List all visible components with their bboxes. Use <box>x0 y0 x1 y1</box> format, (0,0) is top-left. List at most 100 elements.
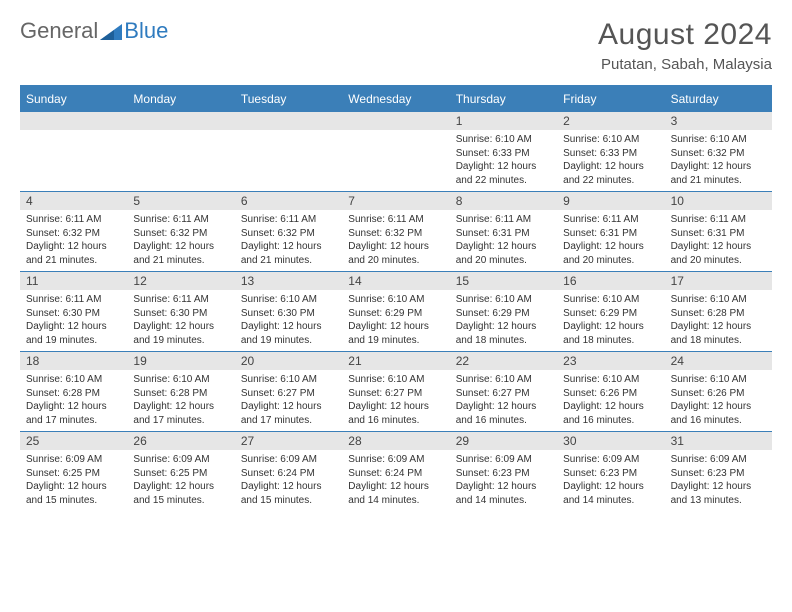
day-data: Sunrise: 6:09 AMSunset: 6:25 PMDaylight:… <box>20 450 127 511</box>
sunrise-text: Sunrise: 6:10 AM <box>563 133 658 147</box>
calendar-cell: 15Sunrise: 6:10 AMSunset: 6:29 PMDayligh… <box>450 272 557 351</box>
calendar-cell: 20Sunrise: 6:10 AMSunset: 6:27 PMDayligh… <box>235 352 342 431</box>
sunrise-text: Sunrise: 6:11 AM <box>671 213 766 227</box>
daylight-text: Daylight: 12 hours and 17 minutes. <box>241 400 336 427</box>
day-data: Sunrise: 6:10 AMSunset: 6:29 PMDaylight:… <box>450 290 557 351</box>
calendar-cell: 23Sunrise: 6:10 AMSunset: 6:26 PMDayligh… <box>557 352 664 431</box>
location-label: Putatan, Sabah, Malaysia <box>598 56 772 73</box>
sunrise-text: Sunrise: 6:10 AM <box>563 373 658 387</box>
day-number: 9 <box>557 192 664 210</box>
day-number: 21 <box>342 352 449 370</box>
day-data: Sunrise: 6:10 AMSunset: 6:26 PMDaylight:… <box>665 370 772 431</box>
daylight-text: Daylight: 12 hours and 19 minutes. <box>348 320 443 347</box>
calendar-cell: 9Sunrise: 6:11 AMSunset: 6:31 PMDaylight… <box>557 192 664 271</box>
calendar-cell: 16Sunrise: 6:10 AMSunset: 6:29 PMDayligh… <box>557 272 664 351</box>
daylight-text: Daylight: 12 hours and 18 minutes. <box>456 320 551 347</box>
sunrise-text: Sunrise: 6:09 AM <box>26 453 121 467</box>
daylight-text: Daylight: 12 hours and 21 minutes. <box>26 240 121 267</box>
daylight-text: Daylight: 12 hours and 15 minutes. <box>26 480 121 507</box>
sunrise-text: Sunrise: 6:10 AM <box>348 373 443 387</box>
day-header: Wednesday <box>342 87 449 111</box>
day-number <box>342 112 449 130</box>
sunrise-text: Sunrise: 6:10 AM <box>456 133 551 147</box>
sunset-text: Sunset: 6:27 PM <box>348 387 443 401</box>
calendar-cell: 22Sunrise: 6:10 AMSunset: 6:27 PMDayligh… <box>450 352 557 431</box>
sunset-text: Sunset: 6:25 PM <box>26 467 121 481</box>
day-number: 12 <box>127 272 234 290</box>
day-data: Sunrise: 6:10 AMSunset: 6:33 PMDaylight:… <box>557 130 664 191</box>
day-number: 22 <box>450 352 557 370</box>
daylight-text: Daylight: 12 hours and 20 minutes. <box>456 240 551 267</box>
calendar-cell: 30Sunrise: 6:09 AMSunset: 6:23 PMDayligh… <box>557 432 664 511</box>
sunset-text: Sunset: 6:30 PM <box>26 307 121 321</box>
sunset-text: Sunset: 6:32 PM <box>671 147 766 161</box>
day-number: 16 <box>557 272 664 290</box>
daylight-text: Daylight: 12 hours and 21 minutes. <box>671 160 766 187</box>
daylight-text: Daylight: 12 hours and 21 minutes. <box>241 240 336 267</box>
sunrise-text: Sunrise: 6:10 AM <box>456 373 551 387</box>
calendar-cell <box>235 112 342 191</box>
day-header: Thursday <box>450 87 557 111</box>
sunrise-text: Sunrise: 6:09 AM <box>348 453 443 467</box>
daylight-text: Daylight: 12 hours and 20 minutes. <box>348 240 443 267</box>
sunset-text: Sunset: 6:28 PM <box>671 307 766 321</box>
sunrise-text: Sunrise: 6:09 AM <box>456 453 551 467</box>
day-header-row: SundayMondayTuesdayWednesdayThursdayFrid… <box>20 87 772 111</box>
week-row: 1Sunrise: 6:10 AMSunset: 6:33 PMDaylight… <box>20 111 772 191</box>
calendar-cell: 29Sunrise: 6:09 AMSunset: 6:23 PMDayligh… <box>450 432 557 511</box>
daylight-text: Daylight: 12 hours and 14 minutes. <box>456 480 551 507</box>
day-number: 7 <box>342 192 449 210</box>
day-data: Sunrise: 6:11 AMSunset: 6:30 PMDaylight:… <box>127 290 234 351</box>
sunrise-text: Sunrise: 6:11 AM <box>241 213 336 227</box>
sunset-text: Sunset: 6:32 PM <box>348 227 443 241</box>
day-number: 24 <box>665 352 772 370</box>
day-number: 4 <box>20 192 127 210</box>
sunset-text: Sunset: 6:29 PM <box>456 307 551 321</box>
daylight-text: Daylight: 12 hours and 19 minutes. <box>26 320 121 347</box>
sunset-text: Sunset: 6:31 PM <box>456 227 551 241</box>
logo: General Blue <box>20 18 168 44</box>
daylight-text: Daylight: 12 hours and 22 minutes. <box>563 160 658 187</box>
calendar-cell: 28Sunrise: 6:09 AMSunset: 6:24 PMDayligh… <box>342 432 449 511</box>
sunset-text: Sunset: 6:26 PM <box>563 387 658 401</box>
day-number: 3 <box>665 112 772 130</box>
calendar-cell: 4Sunrise: 6:11 AMSunset: 6:32 PMDaylight… <box>20 192 127 271</box>
header: General Blue August 2024 Putatan, Sabah,… <box>20 18 772 73</box>
calendar-cell: 18Sunrise: 6:10 AMSunset: 6:28 PMDayligh… <box>20 352 127 431</box>
day-data: Sunrise: 6:11 AMSunset: 6:32 PMDaylight:… <box>127 210 234 271</box>
sunset-text: Sunset: 6:28 PM <box>26 387 121 401</box>
calendar-cell: 27Sunrise: 6:09 AMSunset: 6:24 PMDayligh… <box>235 432 342 511</box>
day-data: Sunrise: 6:10 AMSunset: 6:28 PMDaylight:… <box>20 370 127 431</box>
day-header: Friday <box>557 87 664 111</box>
daylight-text: Daylight: 12 hours and 13 minutes. <box>671 480 766 507</box>
sunrise-text: Sunrise: 6:10 AM <box>133 373 228 387</box>
calendar-cell <box>127 112 234 191</box>
sunrise-text: Sunrise: 6:10 AM <box>241 293 336 307</box>
day-data: Sunrise: 6:10 AMSunset: 6:29 PMDaylight:… <box>342 290 449 351</box>
daylight-text: Daylight: 12 hours and 20 minutes. <box>671 240 766 267</box>
day-data: Sunrise: 6:10 AMSunset: 6:30 PMDaylight:… <box>235 290 342 351</box>
day-number: 11 <box>20 272 127 290</box>
daylight-text: Daylight: 12 hours and 17 minutes. <box>26 400 121 427</box>
day-data: Sunrise: 6:09 AMSunset: 6:23 PMDaylight:… <box>557 450 664 511</box>
calendar-cell: 2Sunrise: 6:10 AMSunset: 6:33 PMDaylight… <box>557 112 664 191</box>
day-header: Monday <box>127 87 234 111</box>
calendar-cell: 10Sunrise: 6:11 AMSunset: 6:31 PMDayligh… <box>665 192 772 271</box>
day-data: Sunrise: 6:11 AMSunset: 6:30 PMDaylight:… <box>20 290 127 351</box>
daylight-text: Daylight: 12 hours and 22 minutes. <box>456 160 551 187</box>
daylight-text: Daylight: 12 hours and 15 minutes. <box>241 480 336 507</box>
calendar-cell: 31Sunrise: 6:09 AMSunset: 6:23 PMDayligh… <box>665 432 772 511</box>
sunset-text: Sunset: 6:23 PM <box>671 467 766 481</box>
sunset-text: Sunset: 6:26 PM <box>671 387 766 401</box>
day-data: Sunrise: 6:10 AMSunset: 6:27 PMDaylight:… <box>450 370 557 431</box>
sunset-text: Sunset: 6:32 PM <box>133 227 228 241</box>
day-number: 30 <box>557 432 664 450</box>
day-data: Sunrise: 6:09 AMSunset: 6:23 PMDaylight:… <box>450 450 557 511</box>
day-header: Tuesday <box>235 87 342 111</box>
sunrise-text: Sunrise: 6:11 AM <box>133 213 228 227</box>
week-row: 4Sunrise: 6:11 AMSunset: 6:32 PMDaylight… <box>20 191 772 271</box>
day-data: Sunrise: 6:09 AMSunset: 6:25 PMDaylight:… <box>127 450 234 511</box>
day-data: Sunrise: 6:09 AMSunset: 6:24 PMDaylight:… <box>342 450 449 511</box>
day-number: 26 <box>127 432 234 450</box>
daylight-text: Daylight: 12 hours and 16 minutes. <box>563 400 658 427</box>
